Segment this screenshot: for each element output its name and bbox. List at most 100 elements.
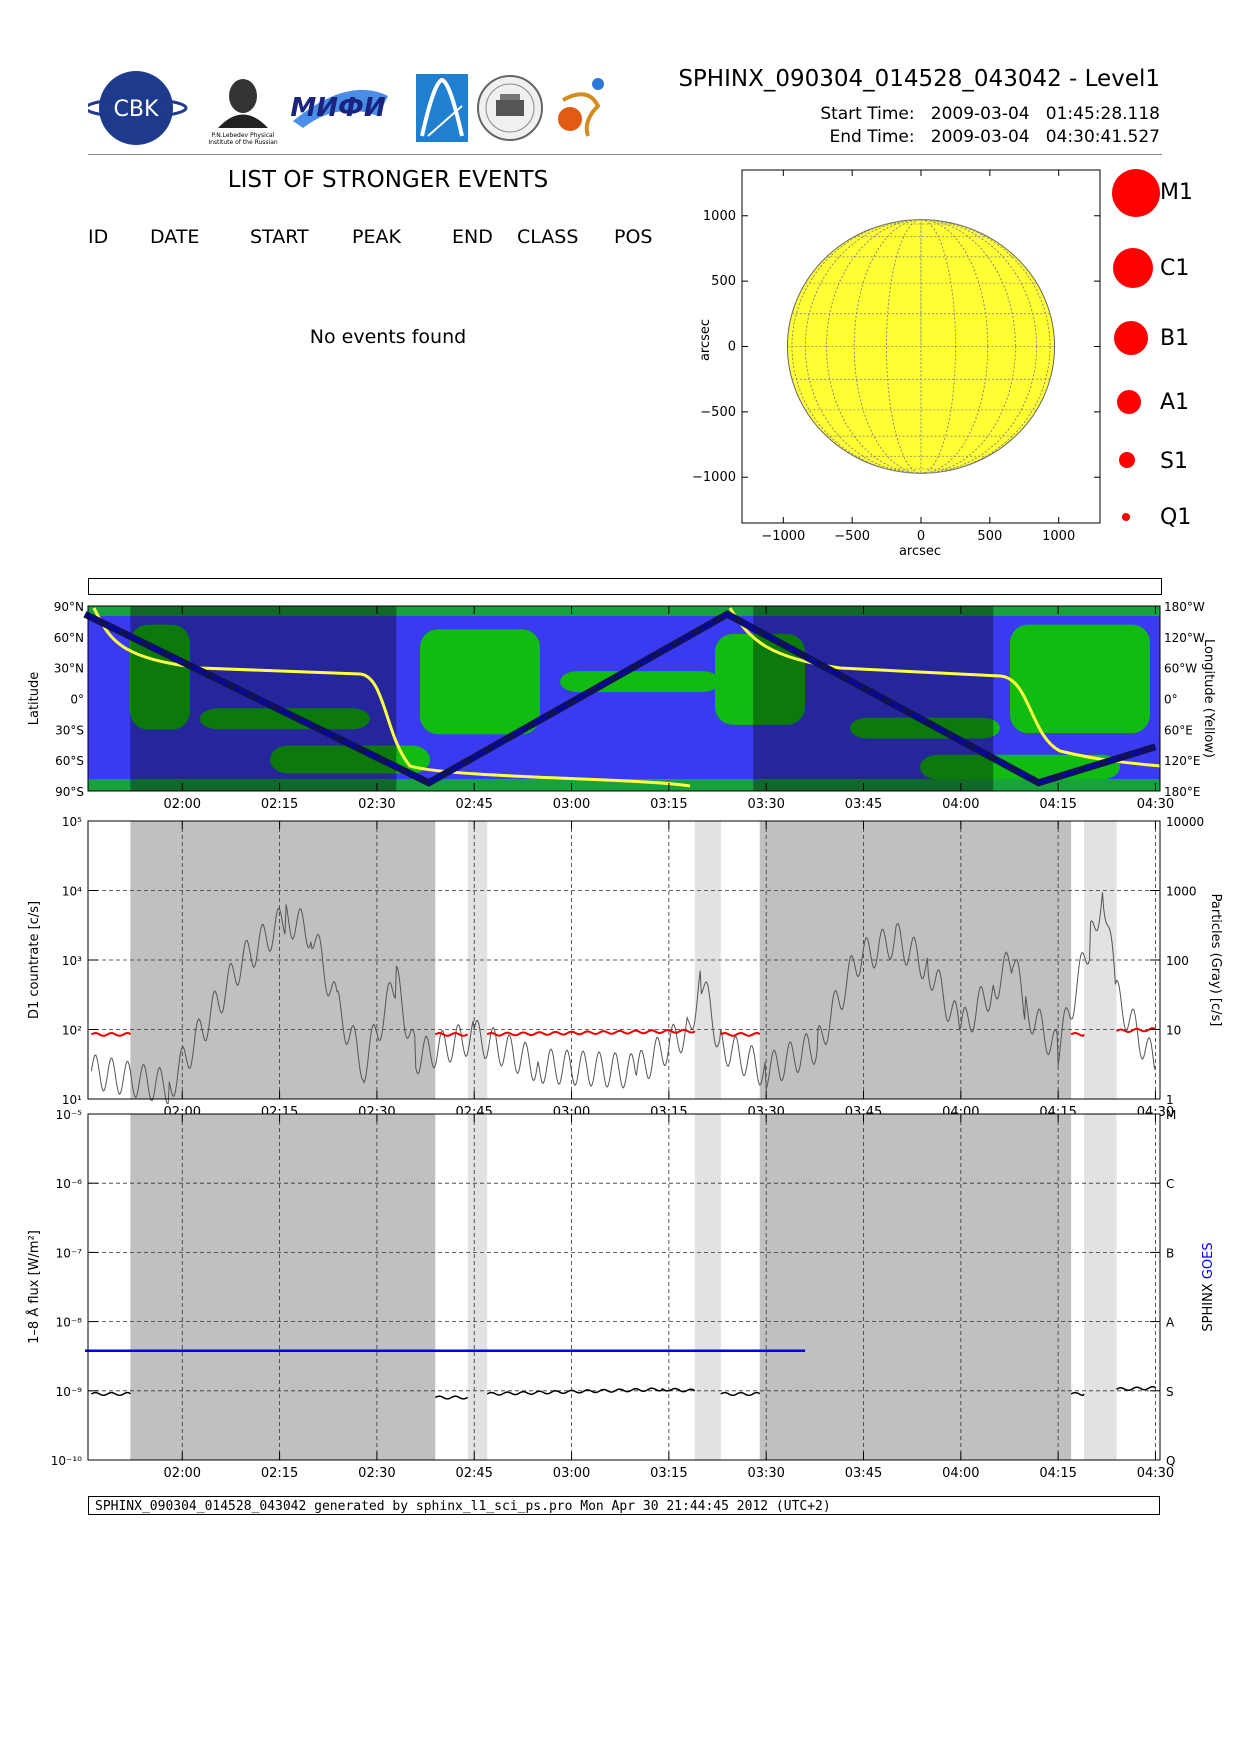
time-tick-label: 03:30 bbox=[747, 1466, 784, 1481]
time-tick-label: 03:30 bbox=[747, 797, 784, 812]
map-landmass bbox=[850, 717, 1000, 739]
legend-label-c1: C1 bbox=[1160, 256, 1190, 281]
ytick-label: 10⁻⁵ bbox=[56, 1108, 83, 1122]
disk-ytick-label: 500 bbox=[711, 274, 736, 289]
ytick-label: 10⁵ bbox=[62, 815, 82, 829]
legend-dot-c1 bbox=[1113, 248, 1153, 288]
eclipse-shade bbox=[759, 1114, 1072, 1460]
legend-dot-b1 bbox=[1114, 321, 1148, 355]
disk-xtick-label: 1000 bbox=[1042, 529, 1075, 544]
map-landmass bbox=[560, 671, 720, 693]
page-title: SPHINX_090304_014528_043042 - Level1 bbox=[678, 66, 1160, 92]
series-line bbox=[1070, 1391, 1085, 1397]
time-tick-label: 03:00 bbox=[553, 1466, 590, 1481]
map-landmass bbox=[715, 633, 805, 725]
panel-ylabel: 1–8 Å flux [W/m²] bbox=[26, 1230, 42, 1344]
col-date: DATE bbox=[150, 226, 200, 248]
map-y2tick-label: 0° bbox=[1164, 693, 1178, 707]
disk-xtick-label: −1000 bbox=[761, 529, 805, 544]
col-start: START bbox=[250, 226, 309, 248]
map-y2tick-label: 60°W bbox=[1164, 662, 1197, 676]
series-line bbox=[90, 1031, 132, 1037]
series-line bbox=[434, 1031, 469, 1037]
series-line bbox=[434, 1395, 468, 1400]
flux-y2label: SPHINX GOES bbox=[1201, 1242, 1216, 1331]
ytick-label: 10⁻⁹ bbox=[56, 1385, 83, 1399]
map-y2tick-label: 180°W bbox=[1164, 600, 1205, 614]
disk-ytick-label: −500 bbox=[700, 405, 736, 420]
legend-label-q1: Q1 bbox=[1160, 505, 1192, 530]
map-ytick-label: 90°S bbox=[55, 785, 84, 799]
time-tick-label: 04:30 bbox=[1137, 1466, 1174, 1481]
map-arctic bbox=[88, 606, 1160, 616]
time-tick-label: 03:45 bbox=[845, 797, 882, 812]
ytick-label: 10¹ bbox=[62, 1093, 82, 1107]
legend-dot-s1 bbox=[1119, 452, 1135, 468]
map-y2tick-label: 60°E bbox=[1164, 723, 1193, 737]
lebedev-portrait-logo: P.N.Lebedev Physical Institute of the Ru… bbox=[208, 79, 278, 146]
y2tick-label: C bbox=[1166, 1177, 1174, 1191]
time-tick-label: 02:45 bbox=[455, 1466, 492, 1481]
map-y2label: Longitude (Yellow) bbox=[1201, 639, 1216, 758]
time-tick-label: 02:00 bbox=[164, 797, 201, 812]
series-line bbox=[720, 1391, 761, 1397]
map-y2tick-label: 120°W bbox=[1164, 631, 1205, 645]
y2tick-label: 1000 bbox=[1166, 885, 1197, 899]
disk-longitude-line bbox=[826, 219, 1016, 474]
solar-disk-chart: −1000 −500 0 500 1000 −1000 −500 0 500 1000 arcse… bbox=[692, 169, 1101, 559]
legend-label-m1: M1 bbox=[1160, 180, 1193, 205]
panel-frame bbox=[87, 1113, 1161, 1461]
y2tick-label: B bbox=[1166, 1246, 1174, 1260]
map-frame bbox=[87, 605, 1161, 792]
disk-xtick-label: 500 bbox=[977, 529, 1002, 544]
ytick-label: 10⁻⁸ bbox=[56, 1316, 83, 1330]
map-landmass bbox=[420, 629, 540, 735]
panel-ylabel: D1 countrate [c/s] bbox=[27, 901, 42, 1019]
events-title: LIST OF STRONGER EVENTS bbox=[227, 167, 549, 193]
svg-text:P.N.Lebedev Physical: P.N.Lebedev Physical bbox=[212, 132, 275, 139]
time-tick-label: 02:30 bbox=[358, 797, 395, 812]
disk-ytick-label: −1000 bbox=[692, 470, 736, 485]
legend-dot-q1 bbox=[1122, 513, 1130, 521]
time-tick-label: 02:15 bbox=[261, 1466, 298, 1481]
y2tick-label: S bbox=[1166, 1385, 1174, 1399]
series-line bbox=[720, 1031, 761, 1037]
ytick-label: 10³ bbox=[62, 954, 82, 968]
time-tick-label: 02:15 bbox=[261, 797, 298, 812]
map-antarctic bbox=[88, 779, 1160, 791]
y2tick-label: M bbox=[1166, 1108, 1176, 1122]
orbit-track-highlight bbox=[84, 613, 1156, 784]
map-ytick-label: 90°N bbox=[54, 600, 84, 614]
disk-longitude-line bbox=[853, 219, 989, 474]
time-tick-label: 04:15 bbox=[1039, 797, 1076, 812]
goes-legend: GOES bbox=[1201, 1242, 1216, 1279]
legend-label-a1: A1 bbox=[1160, 390, 1190, 415]
map-landmass bbox=[200, 708, 370, 730]
flare-legend-marks bbox=[1112, 169, 1160, 521]
no-events-message: No events found bbox=[309, 326, 467, 348]
time-tick-label: 02:30 bbox=[358, 1466, 395, 1481]
time-tick-label: 04:00 bbox=[942, 797, 979, 812]
time-tick-label: 02:45 bbox=[455, 797, 492, 812]
rocket-logo bbox=[416, 74, 468, 142]
legend-label-s1: S1 bbox=[1160, 449, 1188, 474]
sphinx-legend: SPHINX bbox=[1201, 1279, 1216, 1331]
series-line bbox=[1116, 1385, 1157, 1392]
saa-shade bbox=[467, 1114, 488, 1460]
legend-label-b1: B1 bbox=[1160, 326, 1190, 351]
ytick-label: 10⁻⁷ bbox=[56, 1246, 83, 1260]
planet-logo bbox=[558, 78, 604, 137]
legend-dot-m1 bbox=[1112, 169, 1160, 217]
disk-ytick-label: 0 bbox=[728, 340, 736, 355]
series-line bbox=[1070, 1031, 1085, 1037]
y2tick-label: 1 bbox=[1166, 1093, 1174, 1107]
cbk-logo: CBK bbox=[84, 71, 188, 145]
map-landmass bbox=[130, 624, 190, 730]
series-line bbox=[90, 892, 1156, 1105]
svg-text:Institute of the Russian: Institute of the Russian bbox=[208, 139, 278, 146]
indicator-bar bbox=[88, 578, 1162, 595]
map-shadow-span bbox=[753, 606, 994, 791]
time-tick-label: 04:30 bbox=[1137, 797, 1174, 812]
series-line bbox=[486, 1387, 696, 1396]
footer-note: SPHINX_090304_014528_043042 generated by… bbox=[88, 1496, 1160, 1515]
